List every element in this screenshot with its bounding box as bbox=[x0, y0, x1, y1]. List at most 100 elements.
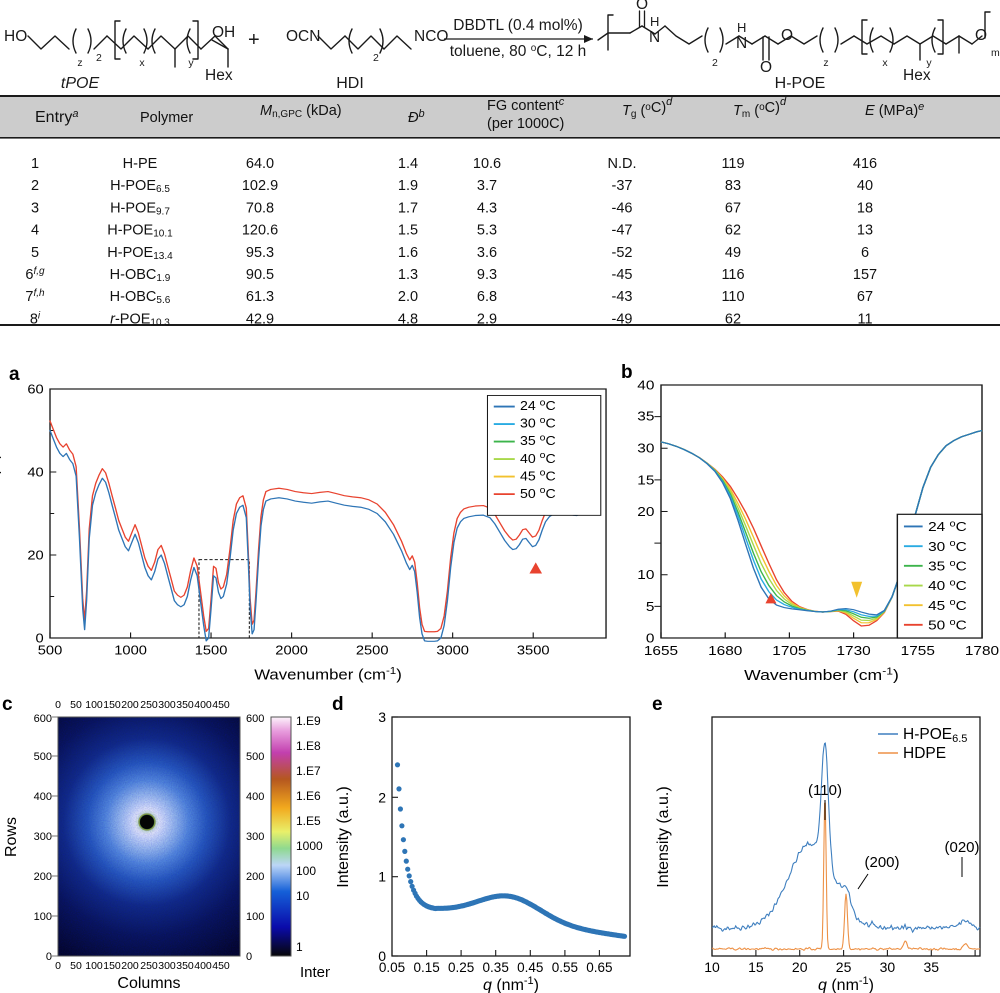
svg-text:a: a bbox=[9, 364, 20, 385]
svg-text:1000: 1000 bbox=[296, 839, 323, 853]
svg-text:45 oC: 45 oC bbox=[520, 468, 556, 483]
svg-text:Entrya: Entrya bbox=[35, 108, 78, 126]
svg-text:1.E5: 1.E5 bbox=[296, 814, 321, 828]
svg-text:-49: -49 bbox=[612, 311, 633, 327]
svg-text:67: 67 bbox=[725, 200, 741, 216]
svg-text:450: 450 bbox=[212, 699, 230, 711]
svg-text:13: 13 bbox=[857, 223, 873, 239]
svg-text:0.45: 0.45 bbox=[517, 960, 543, 975]
svg-text:1000: 1000 bbox=[114, 642, 147, 657]
svg-text:1.5: 1.5 bbox=[398, 223, 418, 239]
svg-text:2000: 2000 bbox=[275, 642, 308, 657]
svg-text:(per 1000C): (per 1000C) bbox=[487, 116, 564, 132]
svg-text:+: + bbox=[248, 29, 260, 51]
svg-text:500: 500 bbox=[38, 642, 63, 657]
svg-text:100: 100 bbox=[85, 960, 103, 972]
svg-text:r-POE10.3: r-POE10.3 bbox=[110, 311, 170, 327]
svg-text:40: 40 bbox=[857, 178, 873, 194]
svg-text:250: 250 bbox=[140, 699, 158, 711]
svg-text:50 oC: 50 oC bbox=[520, 486, 556, 501]
svg-text:10: 10 bbox=[637, 568, 654, 583]
svg-text:Columns: Columns bbox=[117, 975, 180, 992]
svg-text:1.E9: 1.E9 bbox=[296, 714, 321, 728]
svg-text:-46: -46 bbox=[612, 200, 633, 216]
svg-text:H-POE9.7: H-POE9.7 bbox=[110, 200, 170, 217]
svg-text:2: 2 bbox=[712, 57, 718, 69]
svg-text:300: 300 bbox=[158, 699, 176, 711]
svg-text:Wavenumber (cm-1): Wavenumber (cm-1) bbox=[744, 666, 899, 684]
svg-text:y: y bbox=[188, 57, 194, 69]
svg-text:DBDTL (0.4 mol%): DBDTL (0.4 mol%) bbox=[453, 17, 582, 34]
svg-text:H-POE13.4: H-POE13.4 bbox=[107, 245, 173, 262]
svg-text:116: 116 bbox=[721, 267, 744, 283]
svg-text:15: 15 bbox=[748, 959, 764, 975]
svg-text:b: b bbox=[621, 362, 633, 383]
svg-text:Polymer: Polymer bbox=[140, 110, 193, 126]
svg-text:OCN: OCN bbox=[286, 28, 320, 45]
svg-text:FG contentc: FG contentc bbox=[487, 96, 565, 114]
svg-text:11: 11 bbox=[857, 311, 872, 327]
svg-text:1730: 1730 bbox=[836, 644, 870, 659]
svg-text:102.9: 102.9 bbox=[242, 178, 278, 194]
svg-text:450: 450 bbox=[212, 960, 230, 972]
svg-text:0.35: 0.35 bbox=[483, 960, 509, 975]
svg-text:200: 200 bbox=[121, 960, 139, 972]
svg-text:110: 110 bbox=[721, 289, 744, 305]
svg-text:10.6: 10.6 bbox=[473, 156, 501, 172]
svg-text:500: 500 bbox=[246, 751, 264, 763]
svg-text:O: O bbox=[636, 0, 648, 13]
svg-text:100: 100 bbox=[85, 699, 103, 711]
svg-text:3500: 3500 bbox=[517, 642, 550, 657]
svg-text:100: 100 bbox=[34, 911, 52, 923]
svg-text:400: 400 bbox=[34, 791, 52, 803]
svg-text:Hex: Hex bbox=[903, 67, 931, 84]
svg-text:1: 1 bbox=[296, 940, 303, 954]
svg-text:18: 18 bbox=[857, 200, 873, 216]
svg-text:500: 500 bbox=[34, 751, 52, 763]
svg-text:2: 2 bbox=[96, 52, 102, 64]
svg-text:350: 350 bbox=[176, 960, 194, 972]
svg-text:200: 200 bbox=[246, 871, 264, 883]
svg-text:7f,h: 7f,h bbox=[25, 288, 45, 305]
svg-text:5: 5 bbox=[646, 600, 655, 615]
svg-text:400: 400 bbox=[194, 960, 212, 972]
svg-text:H: H bbox=[650, 14, 659, 29]
svg-text:400: 400 bbox=[246, 791, 264, 803]
svg-text:N: N bbox=[736, 35, 747, 52]
svg-text:61.3: 61.3 bbox=[246, 289, 274, 305]
svg-text:O: O bbox=[975, 27, 987, 44]
svg-text:30 oC: 30 oC bbox=[928, 539, 967, 555]
svg-text:30: 30 bbox=[880, 959, 896, 975]
svg-text:45 oC: 45 oC bbox=[928, 598, 967, 614]
svg-text:600: 600 bbox=[34, 713, 52, 725]
svg-text:62: 62 bbox=[725, 223, 741, 239]
svg-text:2.9: 2.9 bbox=[477, 311, 497, 327]
svg-text:300: 300 bbox=[158, 960, 176, 972]
svg-text:49: 49 bbox=[725, 245, 741, 261]
svg-text:HO: HO bbox=[4, 28, 27, 45]
svg-text:120.6: 120.6 bbox=[242, 223, 278, 239]
svg-text:Intensity (a.u.): Intensity (a.u.) bbox=[335, 786, 352, 887]
svg-text:4: 4 bbox=[31, 223, 39, 239]
svg-text:3: 3 bbox=[31, 200, 39, 216]
svg-text:20: 20 bbox=[637, 505, 654, 520]
svg-text:N.D.: N.D. bbox=[608, 156, 637, 172]
svg-text:300: 300 bbox=[246, 831, 264, 843]
svg-text:4.8: 4.8 bbox=[398, 311, 418, 327]
svg-text:-43: -43 bbox=[612, 289, 633, 305]
svg-text:-37: -37 bbox=[612, 178, 633, 194]
svg-text:30 oC: 30 oC bbox=[520, 416, 556, 431]
svg-text:25: 25 bbox=[836, 959, 852, 975]
svg-text:2: 2 bbox=[373, 52, 379, 64]
svg-text:10: 10 bbox=[704, 959, 720, 975]
svg-text:O: O bbox=[760, 59, 772, 76]
svg-text:2: 2 bbox=[31, 178, 39, 194]
svg-text:6f,g: 6f,g bbox=[25, 266, 45, 283]
svg-text:1.E7: 1.E7 bbox=[296, 764, 321, 778]
svg-text:H-POE6.5: H-POE6.5 bbox=[903, 726, 967, 745]
svg-text:2: 2 bbox=[378, 789, 386, 805]
svg-text:2.0: 2.0 bbox=[398, 289, 418, 305]
svg-text:35 oC: 35 oC bbox=[520, 433, 556, 448]
svg-text:50: 50 bbox=[70, 960, 82, 972]
svg-text:0.05: 0.05 bbox=[379, 960, 405, 975]
